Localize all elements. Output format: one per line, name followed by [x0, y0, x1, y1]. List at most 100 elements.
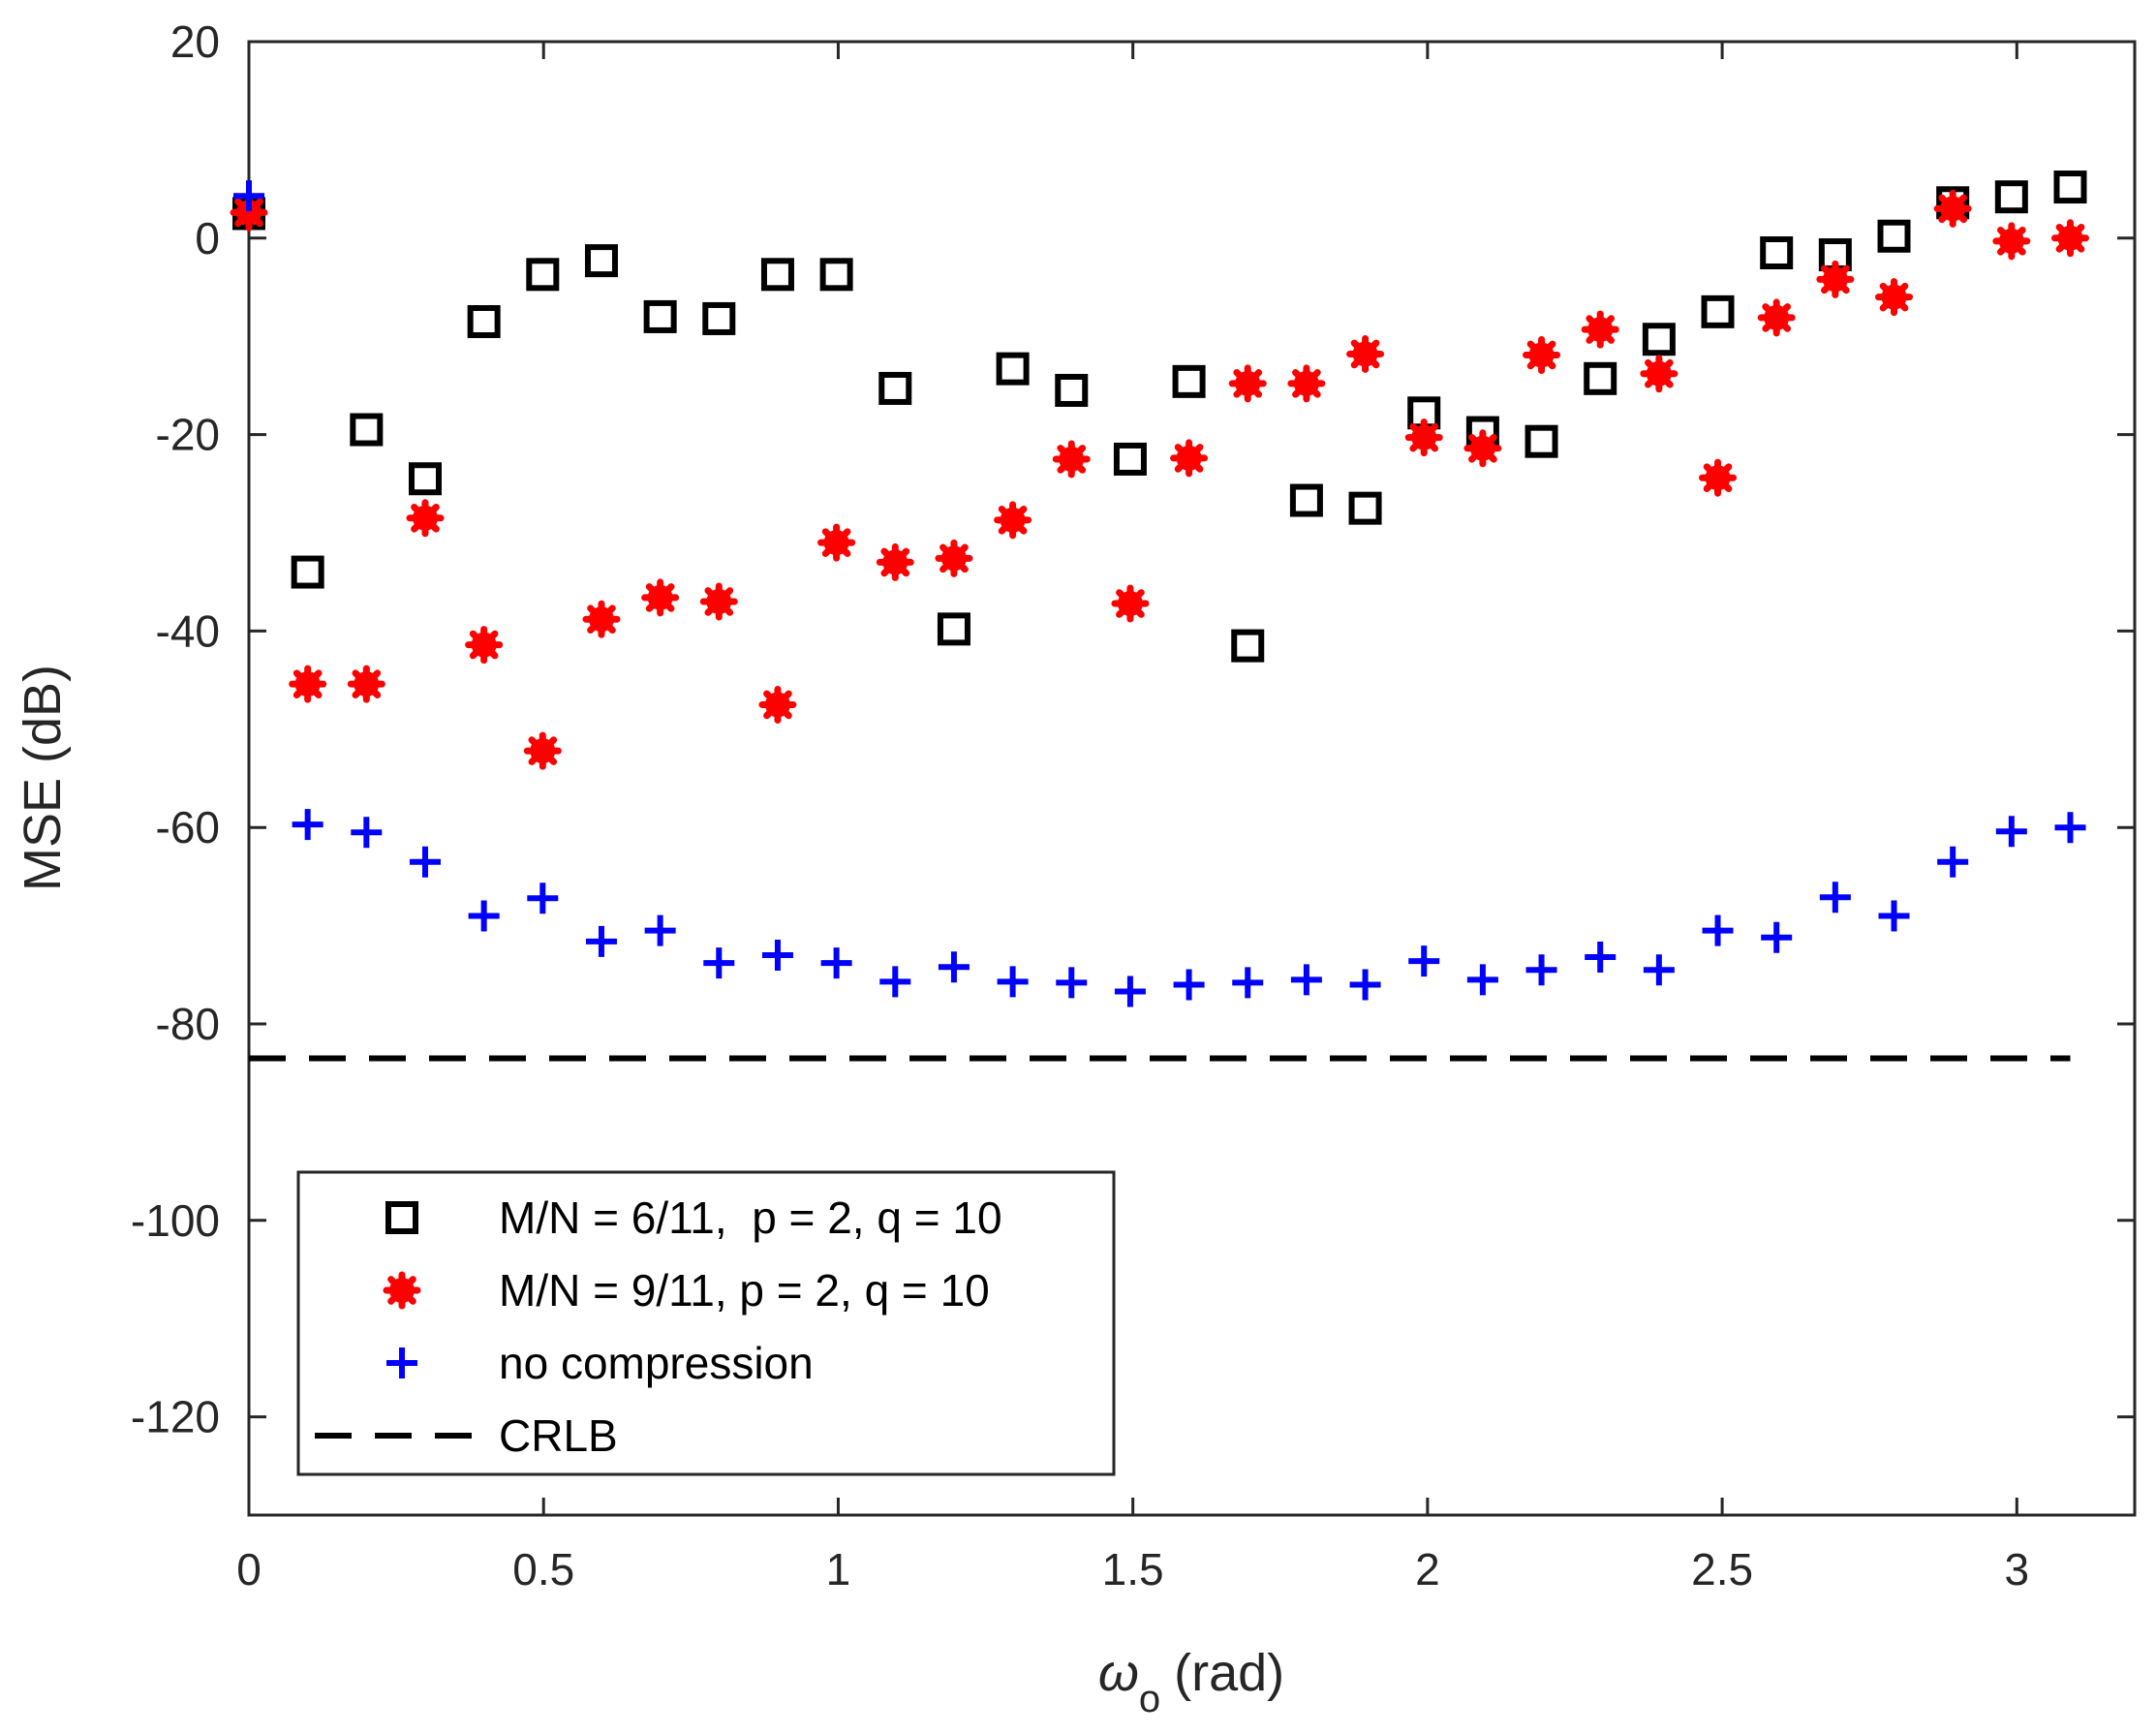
y-tick-label: -20 [156, 410, 220, 460]
point-plus [761, 940, 793, 972]
point-plus [1585, 942, 1617, 974]
point-star [1581, 310, 1619, 349]
point-plus [997, 966, 1029, 998]
point-star [1404, 418, 1443, 457]
point-plus [585, 925, 617, 957]
point-star [994, 501, 1032, 540]
point-star [582, 600, 621, 638]
legend-label: CRLB [499, 1410, 618, 1461]
point-star [1757, 298, 1796, 337]
point-plus [2054, 812, 2086, 844]
point-star [465, 626, 504, 665]
point-star [1463, 429, 1502, 468]
x-tick-label: 1 [826, 1544, 851, 1595]
point-square [1701, 294, 1735, 328]
point-square [1231, 629, 1265, 663]
point-plus [1173, 969, 1205, 1001]
point-star [935, 539, 973, 577]
point-plus [527, 882, 559, 914]
x-tick-label: 3 [2005, 1544, 2030, 1595]
point-square [2053, 170, 2087, 204]
x-tick-label: 0.5 [512, 1544, 574, 1595]
point-square [702, 301, 736, 335]
point-star [1640, 355, 1679, 393]
point-plus [879, 966, 911, 998]
point-plus [292, 809, 323, 841]
point-star [758, 685, 797, 724]
point-square [467, 304, 501, 338]
point-plus [1232, 967, 1264, 999]
point-star [1287, 364, 1326, 403]
point-star [1933, 189, 1972, 228]
point-star [1875, 278, 1914, 317]
point-plus [1290, 964, 1322, 996]
point-plus [233, 180, 264, 212]
point-plus [1937, 846, 1969, 878]
y-tick-label: -40 [156, 605, 220, 656]
legend-label: M/N = 9/11, p = 2, q = 10 [499, 1265, 990, 1316]
point-star [1052, 440, 1091, 479]
legend-marker-square [385, 1201, 418, 1234]
point-star [1111, 584, 1150, 623]
x-axis: 0 0.5 1 1.5 2 2.5 3 [236, 42, 2029, 1595]
point-star [876, 542, 914, 581]
point-plus [938, 951, 970, 983]
point-star [289, 665, 327, 703]
point-square [1525, 424, 1558, 458]
x-axis-label-subscript: o [1139, 1678, 1160, 1720]
point-plus [1056, 967, 1088, 999]
point-plus [1349, 969, 1381, 1001]
legend-box [296, 1170, 1116, 1476]
point-star [699, 582, 738, 621]
point-square [1113, 442, 1147, 476]
point-plus [409, 846, 441, 878]
point-square [291, 555, 324, 589]
point-star [2050, 219, 2089, 258]
point-plus [1408, 945, 1440, 977]
point-square [760, 258, 794, 292]
point-star [1523, 335, 1561, 374]
point-square [526, 258, 560, 292]
y-tick-label: -60 [156, 802, 220, 852]
point-star [641, 578, 680, 617]
legend-entries: M/N = 6/11, p = 2, q = 10 M/N = 9/11, p =… [315, 1192, 1002, 1461]
point-square [1642, 323, 1676, 356]
point-star [1170, 439, 1209, 478]
point-plus [1466, 964, 1498, 996]
point-plus [1995, 816, 2027, 848]
y-axis: 20 0 -20 -40 -60 -80 -100 -120 [131, 16, 2135, 1442]
point-star [523, 731, 562, 770]
point-plus [1525, 954, 1557, 986]
point-plus [1702, 914, 1734, 946]
x-axis-label: ωo (rad) [1098, 1644, 1284, 1720]
x-tick-label: 0 [236, 1544, 262, 1595]
legend: M/N = 6/11, p = 2, q = 10 M/N = 9/11, p =… [296, 1170, 1116, 1476]
x-tick-label: 1.5 [1102, 1544, 1164, 1595]
point-square [1994, 180, 2028, 214]
point-star [817, 523, 856, 562]
point-square [1760, 236, 1794, 270]
point-star [1346, 334, 1385, 373]
point-square [878, 371, 912, 405]
x-tick-label: 2.5 [1691, 1544, 1753, 1595]
y-tick-label: 0 [195, 213, 220, 263]
point-square [350, 413, 384, 447]
point-star [406, 499, 445, 538]
point-plus [1878, 900, 1910, 932]
point-plus [468, 900, 500, 932]
y-axis-label: MSE (dB) [14, 665, 72, 891]
point-square [584, 244, 618, 278]
x-axis-label-unit: (rad) [1174, 1644, 1284, 1702]
point-star [1228, 364, 1267, 403]
point-square [643, 299, 677, 333]
legend-label: no compression [499, 1338, 814, 1388]
point-plus [703, 947, 735, 979]
point-square [1584, 361, 1617, 395]
point-plus [644, 914, 676, 946]
point-plus [1114, 975, 1146, 1007]
point-square [937, 612, 970, 646]
legend-marker-star [383, 1271, 421, 1310]
x-tick-label: 2 [1415, 1544, 1440, 1595]
point-plus [820, 947, 852, 979]
